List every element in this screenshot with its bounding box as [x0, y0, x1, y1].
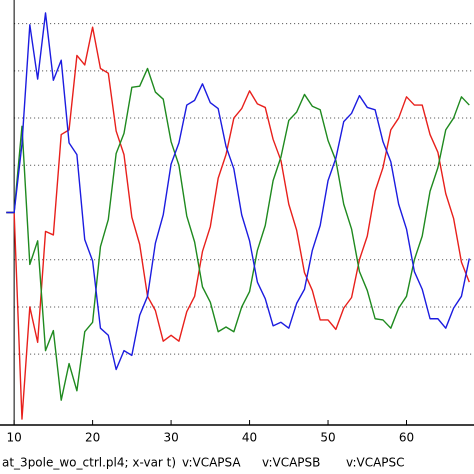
- series-line: [6, 67, 470, 401]
- x-axis-label: at_3pole_wo_ctrl.pl4; x-var t): [2, 456, 176, 470]
- series-line: [6, 26, 470, 420]
- legend-entry: v:VCAPSB: [262, 456, 320, 470]
- series-line: [6, 12, 470, 371]
- x-tick-label: 20: [85, 431, 100, 445]
- x-tick-label: 60: [399, 431, 414, 445]
- x-tick-label: 40: [242, 431, 257, 445]
- legend-entry: v:VCAPSA: [182, 456, 241, 470]
- x-tick-label: 50: [320, 431, 335, 445]
- x-tick-label: 30: [163, 431, 178, 445]
- x-tick-label: 10: [6, 431, 21, 445]
- legend-entry: v:VCAPSC: [346, 456, 405, 470]
